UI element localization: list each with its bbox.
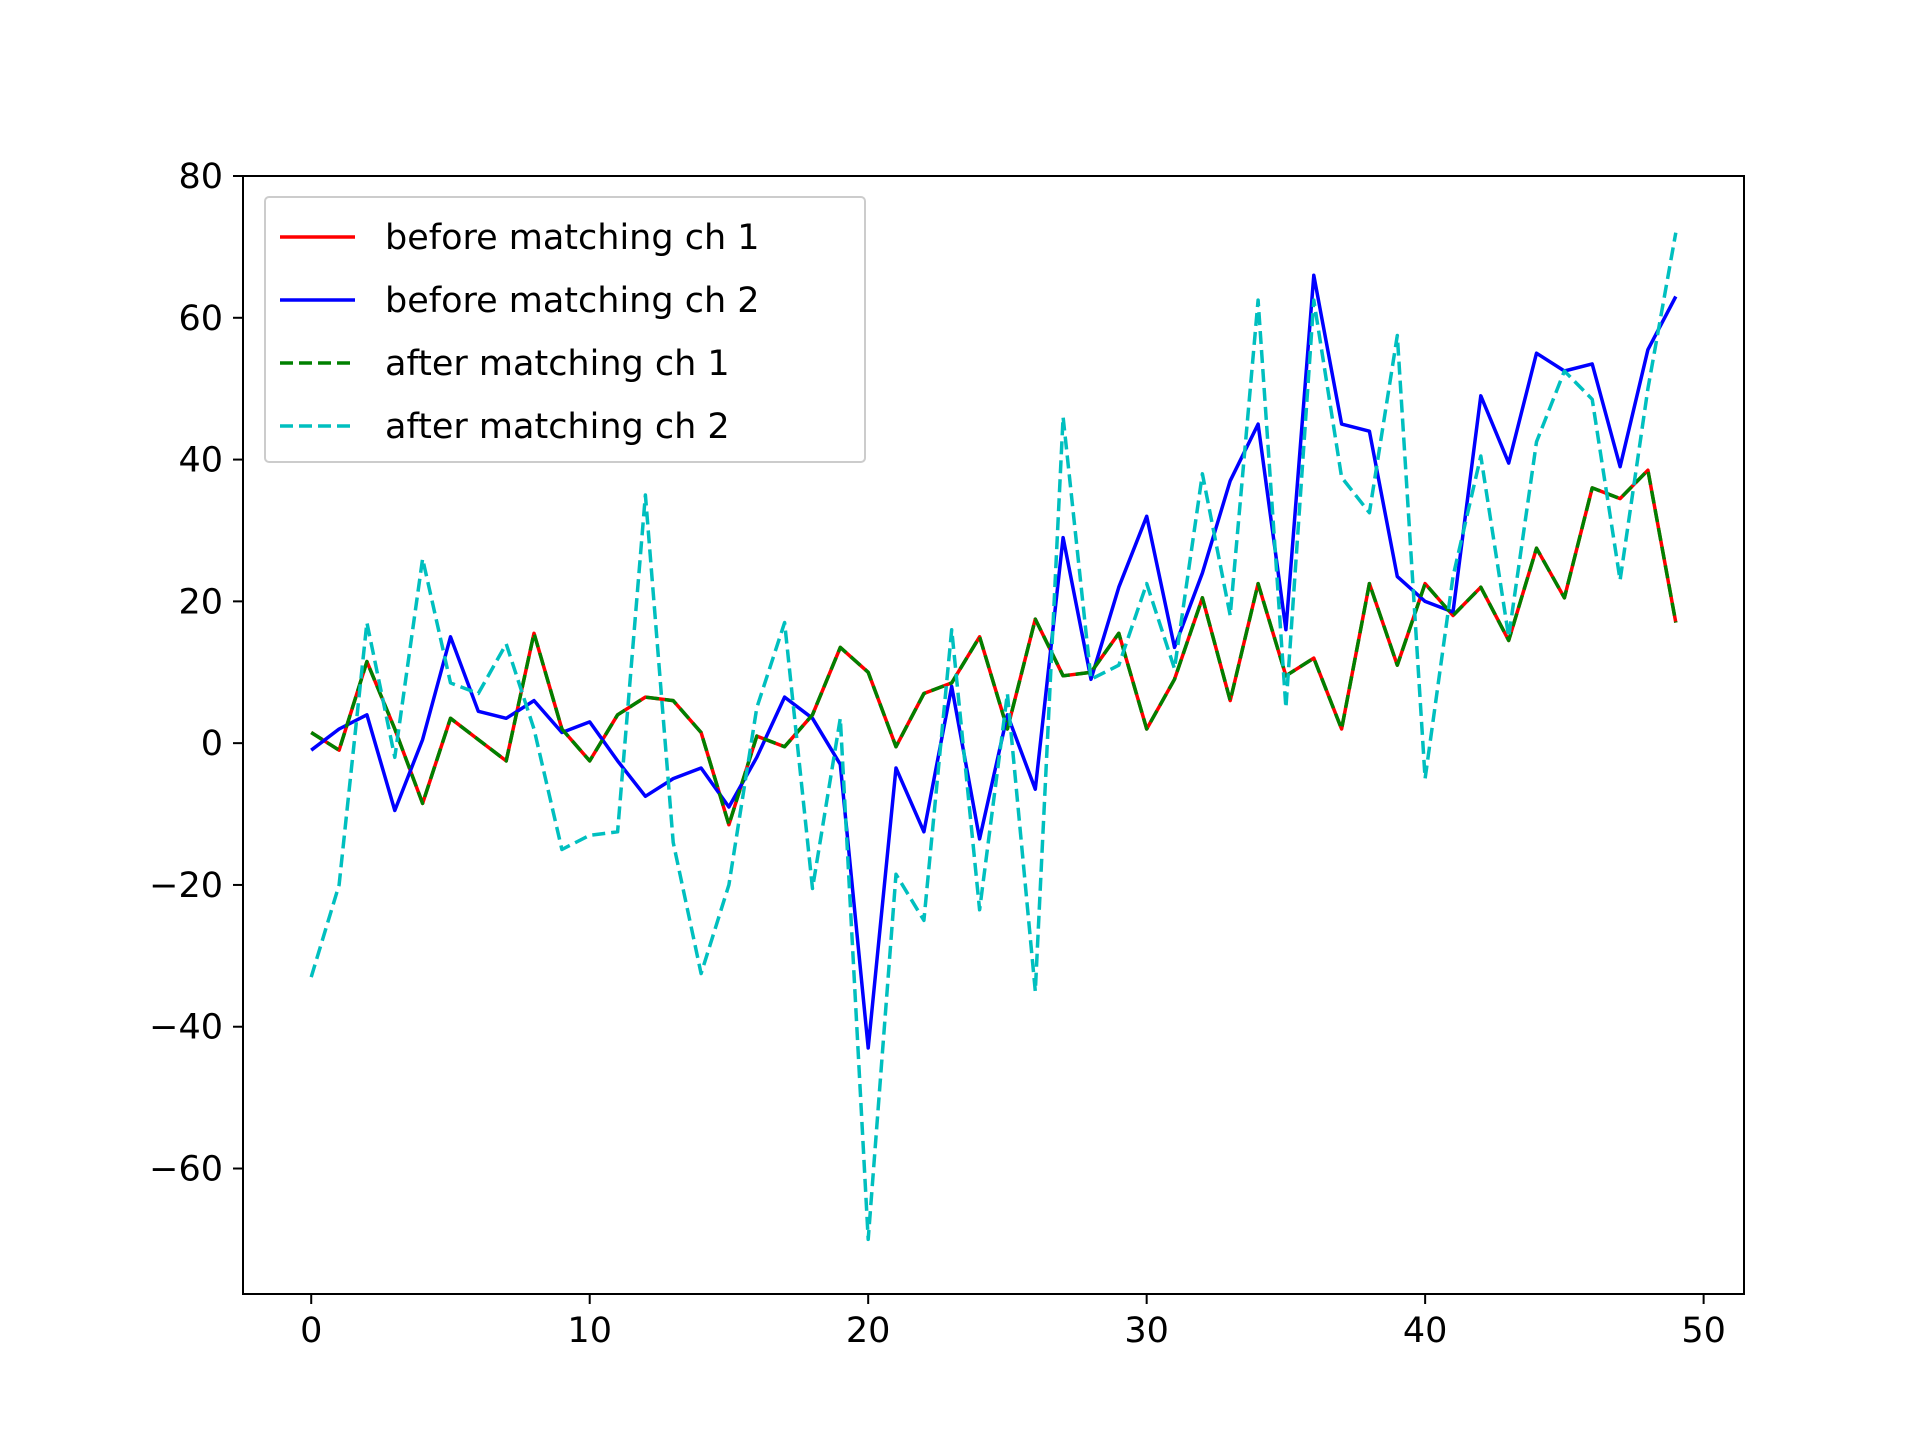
y-tick-label: 60 bbox=[178, 299, 223, 339]
y-tick-label: 80 bbox=[178, 157, 223, 197]
y-tick-label: −20 bbox=[149, 866, 223, 906]
legend-label: after matching ch 1 bbox=[385, 344, 730, 384]
y-tick-label: 40 bbox=[178, 441, 223, 481]
y-tick-label: 20 bbox=[178, 582, 223, 622]
plot-frame bbox=[242, 175, 1745, 1295]
x-tick-label: 40 bbox=[1403, 1311, 1448, 1351]
y-tick-label: −60 bbox=[149, 1150, 223, 1190]
x-tick-label: 10 bbox=[567, 1311, 612, 1351]
legend-label: after matching ch 2 bbox=[385, 407, 730, 447]
x-tick-label: 20 bbox=[846, 1311, 891, 1351]
legend-label: before matching ch 1 bbox=[385, 218, 760, 258]
legend-label: before matching ch 2 bbox=[385, 281, 760, 321]
x-tick-label: 30 bbox=[1124, 1311, 1169, 1351]
ticks-layer: 0 10 20 30 40 50 −60 −40 −20 0 20 40 60 80 bbox=[149, 157, 1726, 1351]
series-layer bbox=[309, 232, 1678, 1242]
series-line-4 bbox=[309, 232, 1678, 1242]
x-tick-label: 50 bbox=[1681, 1311, 1726, 1351]
legend-box bbox=[264, 196, 866, 463]
y-tick-label: −40 bbox=[149, 1008, 223, 1048]
series-line-3 bbox=[310, 468, 1678, 827]
y-tick-label: 0 bbox=[201, 724, 223, 764]
legend: before matching ch 1 before matching ch 2… bbox=[264, 196, 866, 463]
x-tick-label: 0 bbox=[300, 1311, 322, 1351]
